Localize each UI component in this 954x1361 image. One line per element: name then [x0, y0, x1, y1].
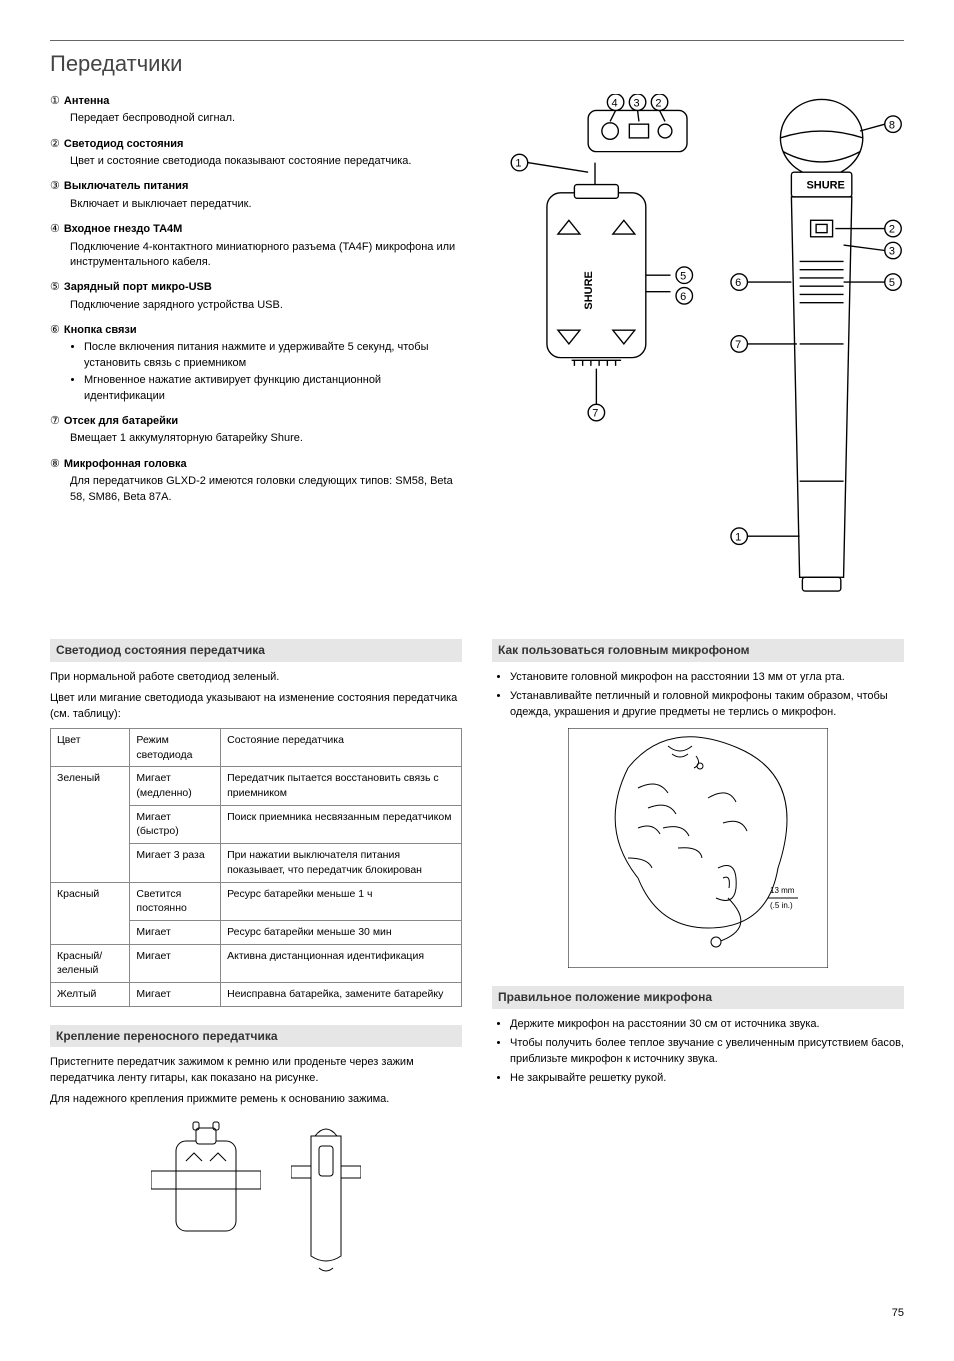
led-h-state: Состояние передатчика	[221, 729, 462, 767]
definition-title: Светодиод состояния	[64, 137, 184, 152]
svg-text:(.5 in.): (.5 in.)	[770, 901, 793, 910]
headset-figure: 13 mm (.5 in.)	[492, 728, 904, 968]
definition-number-icon: ③	[50, 179, 60, 194]
svg-text:5: 5	[680, 270, 686, 282]
definition-bullet: Мгновенное нажатие активирует функцию ди…	[84, 373, 462, 404]
definition-item: ② Светодиод состояния Цвет и состояние све…	[50, 137, 462, 170]
definition-item: ① Антенна Передает беспроводной сигнал.	[50, 94, 462, 127]
led-h-color: Цвет	[51, 729, 130, 767]
clip-p1: Пристегните передатчик зажимом к ремню и…	[50, 1055, 462, 1086]
definition-desc: Для передатчиков GLXD-2 имеются головки …	[70, 474, 462, 505]
svg-text:7: 7	[735, 339, 741, 351]
definition-title: Входное гнездо TA4M	[64, 222, 182, 237]
definition-title: Микрофонная головка	[64, 457, 187, 472]
svg-text:2: 2	[889, 223, 895, 235]
definition-item: ⑥ Кнопка связи После включения питания наж…	[50, 323, 462, 404]
definition-number-icon: ⑧	[50, 457, 60, 472]
definition-number-icon: ②	[50, 137, 60, 152]
svg-text:13 mm: 13 mm	[770, 886, 795, 895]
svg-text:1: 1	[735, 531, 741, 543]
definition-desc: Цвет и состояние светодиода показывают с…	[70, 154, 462, 169]
clip-figure	[50, 1116, 462, 1286]
definition-title: Антенна	[64, 94, 110, 109]
led-table: Цвет Режим светодиода Состояние передатч…	[50, 728, 462, 1007]
svg-text:7: 7	[592, 407, 598, 419]
svg-text:5: 5	[889, 277, 895, 289]
definition-title: Кнопка связи	[64, 323, 137, 338]
svg-text:3: 3	[889, 245, 895, 257]
led-p1: При нормальной работе светодиод зеленый.	[50, 670, 462, 685]
device-diagram-column: 4 3 2 SHURE	[492, 94, 904, 621]
definition-bullet: После включения питания нажмите и удержи…	[84, 340, 462, 371]
position-section-heading: Правильное положение микрофона	[492, 986, 904, 1009]
definition-number-icon: ⑤	[50, 280, 60, 295]
svg-text:SHURE: SHURE	[583, 271, 595, 309]
position-bullets: Держите микрофон на расстоянии 30 см от …	[492, 1017, 904, 1087]
definition-desc: Передает беспроводной сигнал.	[70, 111, 462, 126]
svg-text:2: 2	[655, 97, 661, 109]
page-number: 75	[50, 1306, 904, 1321]
svg-text:3: 3	[633, 97, 639, 109]
definition-number-icon: ⑦	[50, 414, 60, 429]
definition-item: ④ Входное гнездо TA4M Подключение 4-контак…	[50, 222, 462, 270]
definition-desc: Подключение 4-контактного миниатюрного р…	[70, 240, 462, 271]
top-rule	[50, 40, 904, 41]
headset-bullets: Установите головной микрофон на расстоян…	[492, 670, 904, 720]
definition-item: ⑤ Зарядный порт микро-USB Подключение заря…	[50, 280, 462, 313]
svg-text:6: 6	[735, 277, 741, 289]
definition-number-icon: ④	[50, 222, 60, 237]
headset-section-heading: Как пользоваться головным микрофоном	[492, 639, 904, 662]
led-h-mode: Режим светодиода	[130, 729, 221, 767]
svg-text:1: 1	[515, 158, 521, 170]
led-section-heading: Светодиод состояния передатчика	[50, 639, 462, 662]
definition-desc: Подключение зарядного устройства USB.	[70, 298, 462, 313]
definition-title: Отсек для батарейки	[64, 414, 178, 429]
transmitter-diagram: 4 3 2 SHURE	[492, 94, 904, 621]
definition-title: Зарядный порт микро-USB	[64, 280, 212, 295]
definition-desc: Вмещает 1 аккумуляторную батарейку Shure…	[70, 431, 462, 446]
definitions-column: ① Антенна Передает беспроводной сигнал. ② Св…	[50, 94, 462, 621]
svg-text:4: 4	[611, 97, 617, 109]
svg-text:SHURE: SHURE	[806, 180, 844, 192]
page-title: Передатчики	[50, 49, 904, 80]
svg-text:6: 6	[680, 291, 686, 303]
definition-item: ⑦ Отсек для батарейки Вмещает 1 аккумулято…	[50, 414, 462, 447]
clip-p2: Для надежного крепления прижмите ремень …	[50, 1092, 462, 1107]
led-p2: Цвет или мигание светодиода указывают на…	[50, 691, 462, 722]
svg-text:8: 8	[889, 119, 895, 131]
definition-item: ⑧ Микрофонная головка Для передатчиков GLX…	[50, 457, 462, 505]
definition-title: Выключатель питания	[64, 179, 189, 194]
clip-section-heading: Крепление переносного передатчика	[50, 1025, 462, 1048]
definition-item: ③ Выключатель питания Включает и выключает…	[50, 179, 462, 212]
definition-number-icon: ①	[50, 94, 60, 109]
definition-desc: Включает и выключает передатчик.	[70, 197, 462, 212]
definition-number-icon: ⑥	[50, 323, 60, 338]
